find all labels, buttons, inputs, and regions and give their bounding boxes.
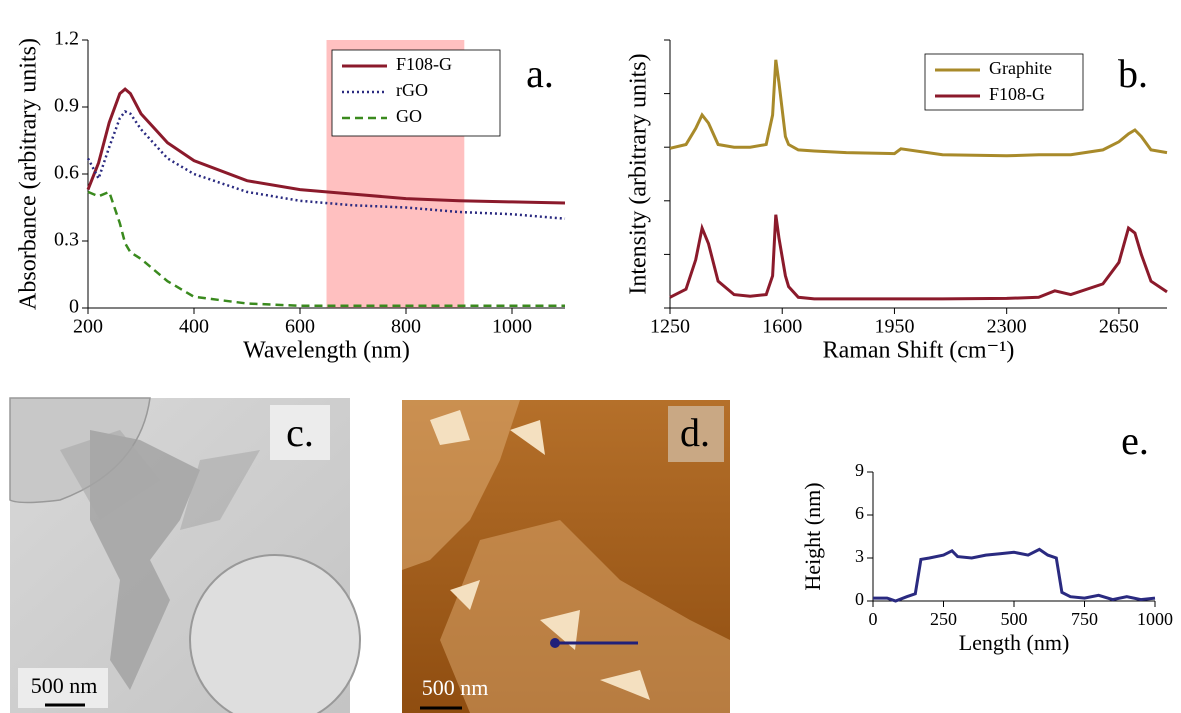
- x-axis-label: Raman Shift (cm⁻¹): [823, 338, 1015, 364]
- legend-label: F108-G: [989, 84, 1045, 104]
- x-tick-label: 1950: [874, 316, 914, 338]
- x-tick-label: 0: [869, 609, 878, 629]
- panel-label: e.: [1121, 418, 1149, 463]
- scale-bar-label: 500 nm: [422, 675, 489, 700]
- y-tick-label: 9: [855, 460, 864, 480]
- x-tick-label: 250: [930, 609, 957, 629]
- x-axis-label: Length (nm): [959, 630, 1070, 655]
- legend-label: rGO: [396, 80, 428, 100]
- x-tick-label: 750: [1071, 609, 1098, 629]
- x-tick-label: 200: [73, 316, 103, 338]
- y-tick-label: 0.9: [54, 95, 79, 117]
- y-tick-label: 0.6: [54, 162, 79, 184]
- x-tick-label: 400: [179, 316, 209, 338]
- scale-bar-label: 500 nm: [31, 673, 98, 698]
- y-axis-label: Height (nm): [800, 482, 825, 590]
- y-tick-label: 0: [69, 296, 79, 318]
- x-tick-label: 2300: [987, 316, 1027, 338]
- figure: c. 500 nm d. 500 nm 0 0.3 0.6 0.9 1.2 200 400 6…: [0, 0, 1181, 713]
- x-tick-label: 1000: [492, 316, 532, 338]
- series-line: [670, 60, 1167, 156]
- x-tick-label: 500: [1001, 609, 1028, 629]
- y-axis-label: Intensity (arbitrary units): [626, 53, 652, 294]
- legend-label: F108-G: [396, 54, 452, 74]
- x-tick-label: 2650: [1099, 316, 1139, 338]
- panel-label: a.: [526, 51, 554, 96]
- y-tick-label: 6: [855, 503, 864, 523]
- x-tick-label: 1600: [762, 316, 802, 338]
- panel-label: b.: [1118, 51, 1148, 96]
- legend-label: Graphite: [989, 58, 1052, 78]
- x-tick-label: 1250: [650, 316, 690, 338]
- x-tick-label: 600: [285, 316, 315, 338]
- x-tick-label: 800: [391, 316, 421, 338]
- y-tick-label: 3: [855, 546, 864, 566]
- x-axis-label: Wavelength (nm): [243, 338, 410, 364]
- legend-label: GO: [396, 106, 422, 126]
- series-line: [873, 549, 1155, 601]
- y-axis-label: Absorbance (arbitrary units): [16, 38, 42, 310]
- x-tick-label: 1000: [1137, 609, 1173, 629]
- panel-label: d.: [680, 410, 710, 455]
- y-tick-label: 1.2: [54, 28, 79, 50]
- panel-label: c.: [286, 410, 314, 455]
- series-line: [670, 215, 1167, 299]
- y-tick-label: 0: [855, 589, 864, 609]
- y-tick-label: 0.3: [54, 229, 79, 251]
